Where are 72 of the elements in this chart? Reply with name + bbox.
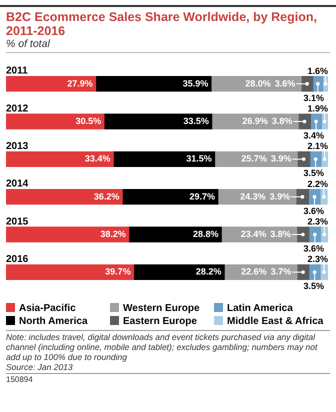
data-label: 28.8%: [192, 228, 219, 239]
data-label: 2.1%: [307, 141, 328, 152]
bar: [298, 114, 311, 130]
data-label: 2.3%: [307, 216, 328, 226]
bar: [6, 151, 114, 167]
data-label: 28.0%: [245, 78, 271, 88]
data-label: 33.4%: [84, 154, 110, 164]
data-label: 33.5%: [183, 116, 209, 126]
data-label: 3.5%: [303, 281, 324, 292]
bar: [113, 151, 216, 167]
bar: [296, 264, 310, 280]
bar: [133, 264, 225, 280]
data-label: 24.3%: [240, 191, 266, 202]
data-label: 1.9%: [307, 103, 328, 114]
y-tick-label: 2016: [6, 254, 29, 265]
bar: [297, 151, 310, 167]
data-label: 3.5%: [303, 168, 324, 178]
bar: [6, 114, 104, 130]
data-label: 38.2%: [100, 228, 126, 239]
bar: [296, 189, 310, 205]
y-tick-label: 2014: [6, 178, 29, 190]
y-tick-label: 2012: [6, 103, 29, 114]
data-label: 23.4%: [240, 228, 266, 239]
bar: [104, 114, 212, 130]
data-label: 3.8%: [272, 116, 292, 126]
bar: [95, 76, 212, 92]
bar: [122, 189, 218, 205]
data-label: 35.9%: [182, 78, 208, 88]
y-tick-label: 2013: [6, 140, 29, 152]
source-note: Source: Jan 2013: [6, 362, 74, 372]
data-label: 3.9%: [270, 191, 290, 202]
data-label: 31.5%: [186, 154, 212, 164]
data-label: 3.6%: [303, 206, 324, 216]
data-label: 26.9%: [242, 116, 268, 126]
bar: [296, 226, 310, 242]
data-label: 3.1%: [303, 92, 324, 103]
data-label: 27.9%: [67, 78, 93, 88]
bar: [6, 76, 96, 92]
data-label: 29.7%: [189, 191, 215, 202]
data-label: 3.4%: [303, 130, 324, 140]
legend-label: Eastern Europe: [122, 316, 198, 327]
bar: [6, 264, 134, 280]
bar: [6, 226, 130, 242]
bar: [6, 189, 123, 205]
data-label: 2.3%: [307, 254, 328, 264]
data-label: 36.2%: [94, 191, 120, 202]
data-label: 3.8%: [270, 228, 291, 239]
data-label: 3.7%: [270, 266, 292, 277]
chart-title: B2C Ecommerce Sales Share Worldwide, by Region, 2011-2016: [6, 10, 318, 38]
bar: [128, 226, 222, 242]
data-label: 3.6%: [274, 78, 296, 88]
legend-label: Western Europe: [122, 303, 200, 314]
data-label: 3.6%: [303, 243, 324, 254]
legend-label: Asia-Pacific: [18, 303, 77, 314]
data-label: 1.6%: [307, 66, 328, 76]
text: Note: includes travel, digital downloads and event tickets purchased via any digital channel (including online, mobile and tablet); excludes gambling; numbers may not add up to 100% due to rounding: [6, 332, 319, 362]
data-label: 39.7%: [105, 266, 131, 277]
legend-label: North America: [18, 316, 89, 327]
chart-subtitle: % of total: [6, 38, 330, 53]
data-label: 3.9%: [270, 154, 292, 164]
text: 150894: [6, 375, 34, 384]
bar: [310, 114, 322, 130]
y-tick-label: 2011: [6, 66, 28, 77]
data-label: 2.2%: [307, 178, 328, 189]
data-label: 22.6%: [241, 266, 267, 277]
legend-label: Middle East & Africa: [226, 316, 324, 327]
y-tick-label: 2015: [6, 216, 29, 228]
bar: [308, 226, 321, 242]
data-label: 25.7%: [241, 154, 267, 164]
data-label: 30.5%: [76, 116, 102, 126]
data-label: 28.2%: [196, 266, 222, 277]
legend-label: Latin America: [226, 303, 294, 314]
